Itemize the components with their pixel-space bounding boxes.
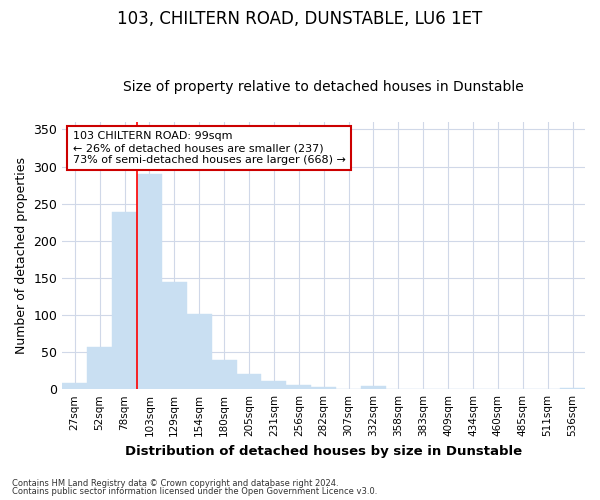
Bar [560, 388, 585, 389]
Bar [137, 174, 162, 389]
Bar [286, 386, 311, 389]
Bar [361, 386, 386, 389]
Bar [262, 381, 286, 389]
X-axis label: Distribution of detached houses by size in Dunstable: Distribution of detached houses by size … [125, 444, 522, 458]
Bar [187, 314, 212, 389]
Bar [236, 374, 262, 389]
Text: Contains HM Land Registry data © Crown copyright and database right 2024.: Contains HM Land Registry data © Crown c… [12, 478, 338, 488]
Text: 103 CHILTERN ROAD: 99sqm
← 26% of detached houses are smaller (237)
73% of semi-: 103 CHILTERN ROAD: 99sqm ← 26% of detach… [73, 132, 346, 164]
Bar [87, 347, 112, 389]
Bar [212, 360, 236, 389]
Bar [112, 212, 137, 389]
Bar [62, 383, 87, 389]
Bar [311, 387, 336, 389]
Text: Contains public sector information licensed under the Open Government Licence v3: Contains public sector information licen… [12, 487, 377, 496]
Text: 103, CHILTERN ROAD, DUNSTABLE, LU6 1ET: 103, CHILTERN ROAD, DUNSTABLE, LU6 1ET [118, 10, 482, 28]
Y-axis label: Number of detached properties: Number of detached properties [15, 157, 28, 354]
Title: Size of property relative to detached houses in Dunstable: Size of property relative to detached ho… [123, 80, 524, 94]
Bar [162, 282, 187, 389]
